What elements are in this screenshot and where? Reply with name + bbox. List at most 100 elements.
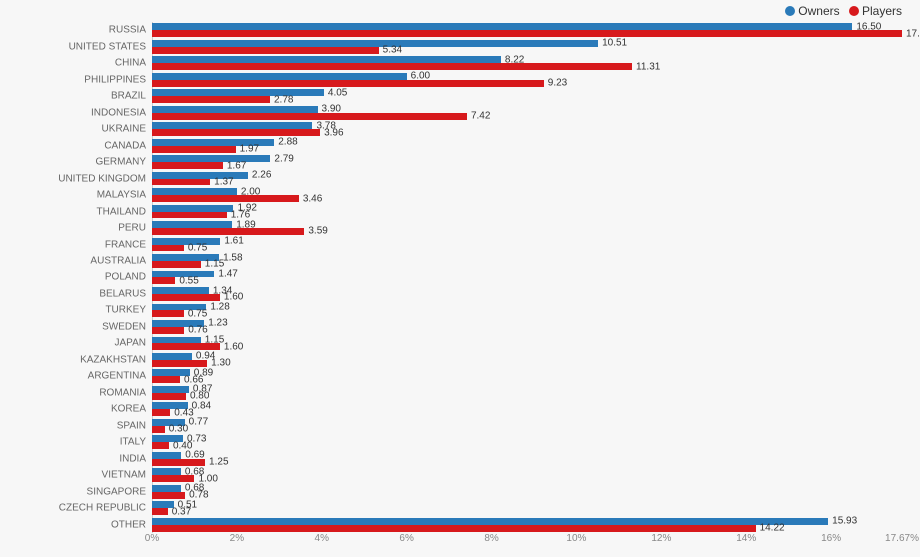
category-label: SINGAPORE (4, 486, 152, 497)
x-tick: 10% (566, 533, 586, 544)
players-bar: 1.37 (152, 179, 210, 186)
players-bar: 0.75 (152, 245, 184, 252)
players-bar: 0.80 (152, 393, 186, 400)
chart-row: CHINA8.2211.31 (152, 55, 902, 71)
owners-value-label: 2.26 (248, 170, 271, 181)
category-label: INDIA (4, 453, 152, 464)
chart-row: KAZAKHSTAN0.941.30 (152, 352, 902, 368)
players-bar: 0.40 (152, 442, 169, 449)
category-label: ITALY (4, 437, 152, 448)
legend-dot-owners (785, 6, 795, 16)
chart-row: CANADA2.881.97 (152, 137, 902, 153)
chart-row: AUSTRALIA1.581.15 (152, 253, 902, 269)
plot-area: RUSSIA16.5017.67UNITED STATES10.515.34CH… (152, 22, 902, 533)
owners-bar: 8.22 (152, 56, 501, 63)
chart-row: MALAYSIA2.003.46 (152, 187, 902, 203)
x-axis: 0%2%4%6%8%10%12%14%16%17.67% (152, 533, 902, 551)
category-label: BELARUS (4, 288, 152, 299)
players-bar: 1.00 (152, 475, 194, 482)
players-bar: 1.30 (152, 360, 207, 367)
x-tick: 0% (145, 533, 159, 544)
owners-bar: 1.15 (152, 337, 201, 344)
players-bar: 1.67 (152, 162, 223, 169)
chart-row: FRANCE1.610.75 (152, 236, 902, 252)
category-label: TURKEY (4, 305, 152, 316)
owners-value-label: 10.51 (598, 38, 627, 49)
x-tick: 12% (651, 533, 671, 544)
owners-bar: 2.00 (152, 188, 237, 195)
owners-bar: 3.78 (152, 122, 312, 129)
owners-bar: 0.87 (152, 386, 189, 393)
category-label: GERMANY (4, 157, 152, 168)
x-tick: 16% (821, 533, 841, 544)
x-tick: 2% (230, 533, 244, 544)
players-bar: 9.23 (152, 80, 544, 87)
players-bar: 3.96 (152, 129, 320, 136)
players-bar: 7.42 (152, 113, 467, 120)
players-bar: 0.55 (152, 277, 175, 284)
category-label: THAILAND (4, 206, 152, 217)
chart-row: OTHER15.9314.22 (152, 517, 902, 533)
players-bar: 1.97 (152, 146, 236, 153)
category-label: MALAYSIA (4, 190, 152, 201)
x-tick: 8% (484, 533, 498, 544)
players-bar: 0.30 (152, 426, 165, 433)
category-label: INDONESIA (4, 107, 152, 118)
chart-container: Owners Players RUSSIA16.5017.67UNITED ST… (0, 0, 920, 557)
legend: Owners Players (779, 4, 902, 19)
category-label: PERU (4, 223, 152, 234)
players-bar: 0.75 (152, 310, 184, 317)
players-bar: 1.60 (152, 294, 220, 301)
category-label: SWEDEN (4, 321, 152, 332)
chart-row: BRAZIL4.052.78 (152, 88, 902, 104)
chart-row: UNITED STATES10.515.34 (152, 38, 902, 54)
players-bar: 0.76 (152, 327, 184, 334)
players-bar: 1.60 (152, 343, 220, 350)
category-label: POLAND (4, 272, 152, 283)
chart-row: POLAND1.470.55 (152, 269, 902, 285)
players-bar: 0.78 (152, 492, 185, 499)
legend-dot-players (849, 6, 859, 16)
category-label: BRAZIL (4, 91, 152, 102)
chart-row: INDIA0.691.25 (152, 451, 902, 467)
players-bar: 1.25 (152, 459, 205, 466)
legend-item-players: Players (849, 4, 902, 18)
category-label: PHILIPPINES (4, 74, 152, 85)
players-value-label: 17.67 (902, 28, 920, 39)
chart-row: ITALY0.730.40 (152, 434, 902, 450)
x-tick: 4% (315, 533, 329, 544)
chart-row: SPAIN0.770.30 (152, 418, 902, 434)
owners-value-label: 2.88 (274, 137, 297, 148)
chart-row: VIETNAM0.681.00 (152, 467, 902, 483)
players-bar: 1.15 (152, 261, 201, 268)
owners-bar: 4.05 (152, 89, 324, 96)
category-label: CZECH REPUBLIC (4, 503, 152, 514)
category-label: RUSSIA (4, 25, 152, 36)
players-bar: 3.59 (152, 228, 304, 235)
owners-value-label: 1.28 (206, 301, 229, 312)
x-tick: 17.67% (885, 533, 919, 544)
legend-item-owners: Owners (785, 4, 839, 18)
chart-row: UNITED KINGDOM2.261.37 (152, 170, 902, 186)
chart-row: THAILAND1.921.76 (152, 203, 902, 219)
owners-bar: 10.51 (152, 40, 598, 47)
chart-row: PERU1.893.59 (152, 220, 902, 236)
chart-row: SINGAPORE0.680.78 (152, 484, 902, 500)
owners-bar: 0.69 (152, 452, 181, 459)
owners-value-label: 4.05 (324, 87, 347, 98)
players-bar: 0.43 (152, 409, 170, 416)
owners-bar: 3.90 (152, 106, 318, 113)
chart-row: CZECH REPUBLIC0.510.37 (152, 500, 902, 516)
category-label: KOREA (4, 404, 152, 415)
owners-value-label: 1.23 (204, 318, 227, 329)
owners-value-label: 0.77 (185, 417, 208, 428)
players-bar: 0.37 (152, 508, 168, 515)
x-tick: 6% (399, 533, 413, 544)
category-label: SPAIN (4, 420, 152, 431)
owners-value-label: 15.93 (828, 516, 857, 527)
players-bar: 17.67 (152, 30, 902, 37)
players-bar: 2.78 (152, 96, 270, 103)
players-bar: 11.31 (152, 63, 632, 70)
chart-row: UKRAINE3.783.96 (152, 121, 902, 137)
category-label: OTHER (4, 519, 152, 530)
